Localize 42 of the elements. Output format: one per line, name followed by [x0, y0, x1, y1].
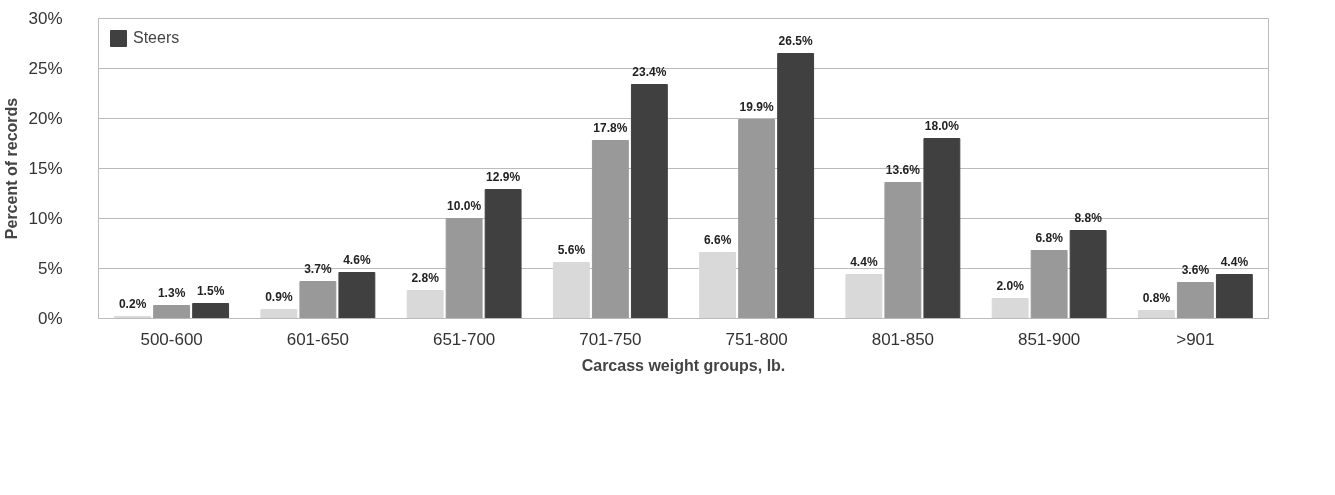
data-label: 23.4% [632, 64, 667, 79]
data-label: 4.4% [850, 254, 878, 269]
x-tick-label: 500-600 [140, 329, 203, 349]
data-label: 2.8% [411, 270, 440, 285]
data-label: 4.6% [343, 252, 371, 267]
data-label: 2.0% [996, 278, 1025, 293]
data-label: 17.8% [593, 120, 628, 135]
data-label: 3.6% [1181, 262, 1210, 277]
x-tick-label: 851-900 [1017, 329, 1081, 349]
data-label: 0.9% [265, 289, 293, 304]
y-tick-label: 25% [28, 59, 63, 78]
y-tick-label: 30% [28, 9, 63, 28]
data-label: 12.9% [486, 169, 521, 184]
data-label: 0.8% [1142, 290, 1171, 305]
data-label: 26.5% [778, 33, 813, 48]
data-label: 1.3% [157, 285, 186, 300]
data-label: 10.0% [447, 198, 482, 213]
data-label: 5.6% [557, 242, 586, 257]
x-tick-label: 801-850 [871, 329, 935, 349]
data-label: 6.6% [703, 232, 732, 247]
data-label: 1.5% [196, 283, 225, 298]
x-tick-label: 751-800 [725, 329, 788, 349]
legend-label: Steers [133, 29, 180, 47]
x-tick-label: 601-650 [286, 329, 350, 349]
data-label: 13.6% [885, 162, 921, 177]
x-tick-label: 701-750 [579, 329, 642, 349]
data-label: 8.8% [1074, 210, 1103, 225]
x-axis-title: Carcass weight groups, lb. [581, 356, 786, 374]
y-tick-label: 0% [37, 309, 63, 328]
data-label: 4.4% [1220, 254, 1249, 269]
data-label: 19.9% [739, 99, 774, 114]
y-tick-label: 5% [37, 259, 63, 278]
y-tick-label: 20% [28, 109, 63, 128]
y-axis-title: Percent of records [3, 97, 21, 240]
data-label: 0.2% [118, 296, 147, 311]
data-label: 3.7% [304, 261, 332, 276]
data-label: 18.0% [924, 118, 960, 133]
x-tick-label: 651-700 [432, 329, 496, 349]
data-label: 6.8% [1035, 230, 1064, 245]
x-tick-label: >901 [1176, 329, 1215, 349]
y-tick-label: 15% [28, 159, 63, 178]
y-tick-label: 10% [28, 209, 63, 228]
